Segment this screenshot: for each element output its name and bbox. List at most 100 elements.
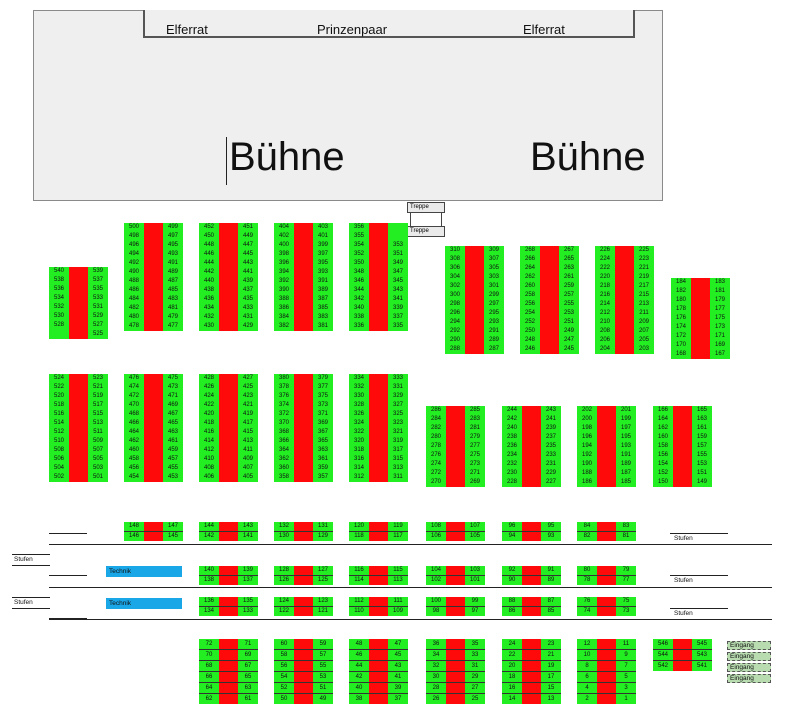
seat[interactable]: 499: [167, 224, 178, 230]
seat[interactable]: 386: [278, 305, 289, 311]
seat[interactable]: 158: [657, 443, 668, 449]
seat[interactable]: 213: [638, 301, 649, 307]
seat[interactable]: 493: [167, 251, 178, 257]
seat[interactable]: 370: [278, 420, 289, 426]
seat[interactable]: 21: [541, 650, 561, 661]
seat[interactable]: 506: [53, 456, 64, 462]
seat[interactable]: 155: [696, 452, 707, 458]
seat[interactable]: 102: [430, 577, 441, 583]
seat[interactable]: 67: [238, 661, 258, 672]
seat[interactable]: 146: [128, 533, 139, 539]
seat[interactable]: 434: [203, 305, 214, 311]
seat[interactable]: 83: [616, 522, 636, 532]
seat[interactable]: 32: [426, 661, 446, 672]
seat[interactable]: 380: [278, 375, 289, 381]
seat[interactable]: 353: [392, 242, 403, 248]
seat[interactable]: 504: [53, 465, 64, 471]
seat[interactable]: 489: [167, 269, 178, 275]
seat[interactable]: 137: [242, 577, 253, 583]
seat[interactable]: 287: [488, 346, 499, 352]
seat[interactable]: 428: [203, 375, 214, 381]
seat[interactable]: 302: [449, 283, 460, 289]
seat[interactable]: 298: [449, 301, 460, 307]
seat[interactable]: 160: [657, 434, 668, 440]
seat[interactable]: 313: [392, 465, 403, 471]
seat[interactable]: 498: [128, 233, 139, 239]
seat[interactable]: 258: [524, 292, 535, 298]
seat[interactable]: 368: [278, 429, 289, 435]
seat[interactable]: 473: [167, 384, 178, 390]
seat[interactable]: 261: [563, 274, 574, 280]
seat[interactable]: 229: [545, 470, 556, 476]
seat[interactable]: 276: [430, 452, 441, 458]
seat[interactable]: 460: [128, 447, 139, 453]
seat[interactable]: 429: [242, 323, 253, 329]
seat[interactable]: 340: [353, 305, 364, 311]
seat[interactable]: 80: [577, 566, 597, 576]
seat[interactable]: 519: [92, 393, 103, 399]
seat[interactable]: 403: [317, 224, 328, 230]
seat[interactable]: [388, 232, 408, 241]
seat[interactable]: 10: [577, 650, 597, 661]
seat[interactable]: 521: [92, 384, 103, 390]
seat[interactable]: 296: [449, 310, 460, 316]
seat[interactable]: 90: [508, 577, 516, 583]
seat[interactable]: 118: [354, 533, 364, 539]
seat[interactable]: 204: [599, 346, 610, 352]
seat[interactable]: 81: [622, 533, 630, 539]
seat[interactable]: 322: [353, 429, 364, 435]
seat[interactable]: 350: [353, 260, 364, 266]
seat[interactable]: 59: [313, 639, 333, 650]
seat[interactable]: 328: [353, 402, 364, 408]
seat[interactable]: 377: [317, 384, 328, 390]
seat[interactable]: 107: [465, 522, 485, 532]
seat[interactable]: 275: [469, 452, 480, 458]
seat[interactable]: 541: [696, 663, 707, 669]
seat[interactable]: 217: [638, 283, 649, 289]
seat[interactable]: 392: [278, 278, 289, 284]
seat[interactable]: 232: [506, 461, 517, 467]
seat[interactable]: 502: [53, 474, 64, 480]
seat[interactable]: 356: [353, 224, 364, 230]
seat[interactable]: 337: [392, 314, 403, 320]
seat[interactable]: 231: [545, 461, 556, 467]
seat[interactable]: 177: [714, 306, 725, 312]
seat[interactable]: 532: [53, 304, 64, 310]
seat[interactable]: 196: [581, 434, 592, 440]
seat[interactable]: 260: [524, 283, 535, 289]
seat[interactable]: 26: [432, 696, 440, 702]
seat[interactable]: 234: [506, 452, 517, 458]
seat[interactable]: 45: [388, 650, 408, 661]
seat[interactable]: 439: [242, 278, 253, 284]
seat[interactable]: 453: [167, 474, 178, 480]
seat[interactable]: 436: [203, 296, 214, 302]
seat[interactable]: 397: [317, 251, 328, 257]
seat[interactable]: 465: [167, 420, 178, 426]
seat[interactable]: 491: [167, 260, 178, 266]
seat[interactable]: 447: [242, 242, 253, 248]
seat[interactable]: 529: [92, 313, 103, 319]
seat[interactable]: 427: [242, 375, 253, 381]
seat[interactable]: 142: [203, 533, 214, 539]
seat[interactable]: 441: [242, 269, 253, 275]
seat[interactable]: 291: [488, 328, 499, 334]
seat[interactable]: 241: [545, 416, 556, 422]
seat[interactable]: 271: [469, 470, 480, 476]
seat[interactable]: 73: [622, 608, 630, 614]
seat[interactable]: 101: [469, 577, 480, 583]
seat[interactable]: 206: [599, 337, 610, 343]
seat[interactable]: 117: [393, 533, 403, 539]
seat[interactable]: 4: [577, 683, 597, 694]
seat[interactable]: 31: [465, 661, 485, 672]
seat[interactable]: 254: [524, 310, 535, 316]
seat[interactable]: 188: [581, 470, 592, 476]
seat[interactable]: 509: [92, 438, 103, 444]
seat[interactable]: 459: [167, 447, 178, 453]
seat[interactable]: 440: [203, 278, 214, 284]
seat[interactable]: 99: [465, 597, 485, 607]
seat[interactable]: 144: [199, 522, 219, 532]
seat[interactable]: 295: [488, 310, 499, 316]
seat[interactable]: 400: [278, 242, 289, 248]
seat[interactable]: 93: [547, 533, 555, 539]
seat[interactable]: 116: [349, 566, 369, 576]
